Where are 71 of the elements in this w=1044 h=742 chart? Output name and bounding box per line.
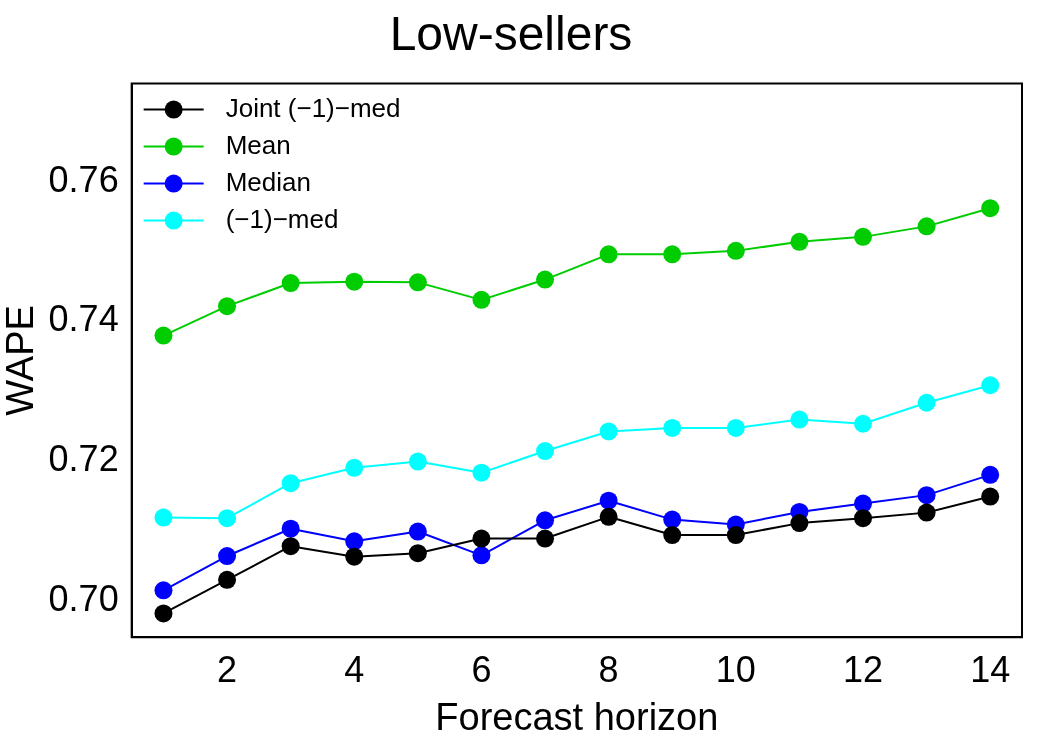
x-tick-label: 6 xyxy=(471,648,492,690)
x-tick-label: 2 xyxy=(217,648,238,690)
y-tick-label: 0.76 xyxy=(48,158,119,200)
point xyxy=(154,326,173,345)
point xyxy=(599,422,618,441)
point xyxy=(218,297,237,316)
point xyxy=(790,514,809,533)
point xyxy=(154,508,173,527)
point xyxy=(917,486,936,505)
point xyxy=(917,393,936,412)
point xyxy=(408,273,427,292)
point xyxy=(599,507,618,526)
point xyxy=(726,241,745,260)
point xyxy=(726,418,745,437)
point xyxy=(854,414,873,433)
point xyxy=(790,232,809,251)
point xyxy=(472,290,491,309)
y-tick-label: 0.74 xyxy=(48,298,119,340)
point xyxy=(917,503,936,522)
x-tick-label: 10 xyxy=(715,648,756,690)
point xyxy=(345,547,364,566)
point xyxy=(599,245,618,264)
y-axis-title: WAPE xyxy=(0,305,42,416)
legend-label: (−1)−med xyxy=(225,203,339,234)
x-axis-title: Forecast horizon xyxy=(435,695,719,738)
point xyxy=(218,547,237,566)
point xyxy=(663,418,682,437)
point xyxy=(408,522,427,541)
x-tick-label: 14 xyxy=(970,648,1011,690)
point xyxy=(981,487,1000,506)
point xyxy=(281,519,300,538)
point xyxy=(536,529,555,548)
point xyxy=(981,376,1000,395)
point xyxy=(663,526,682,545)
point xyxy=(663,245,682,264)
point xyxy=(281,474,300,493)
x-tick-label: 4 xyxy=(344,648,365,690)
point xyxy=(345,532,364,551)
point xyxy=(218,570,237,589)
point xyxy=(917,217,936,236)
point xyxy=(726,526,745,545)
point xyxy=(472,463,491,482)
point xyxy=(599,491,618,510)
point xyxy=(218,509,237,528)
chart-title: Low-sellers xyxy=(389,7,633,61)
point xyxy=(536,442,555,461)
point xyxy=(154,581,173,600)
point xyxy=(408,452,427,471)
y-tick-label: 0.72 xyxy=(48,438,119,480)
point xyxy=(345,272,364,291)
point xyxy=(663,510,682,529)
point xyxy=(854,509,873,528)
point xyxy=(536,511,555,530)
legend-label: Median xyxy=(225,166,311,197)
point xyxy=(854,227,873,246)
x-tick-label: 12 xyxy=(842,648,884,690)
legend-label: Joint (−1)−med xyxy=(225,92,401,123)
point xyxy=(472,546,491,565)
point xyxy=(345,458,364,477)
point xyxy=(281,274,300,293)
legend-label: Mean xyxy=(225,129,291,160)
point xyxy=(981,199,1000,218)
point xyxy=(281,537,300,556)
point xyxy=(408,544,427,563)
point xyxy=(154,604,173,623)
x-tick-label: 8 xyxy=(598,648,619,690)
point xyxy=(472,529,491,548)
point xyxy=(790,410,809,429)
y-tick-label: 0.70 xyxy=(48,578,119,620)
point xyxy=(536,270,555,289)
point xyxy=(981,465,1000,484)
